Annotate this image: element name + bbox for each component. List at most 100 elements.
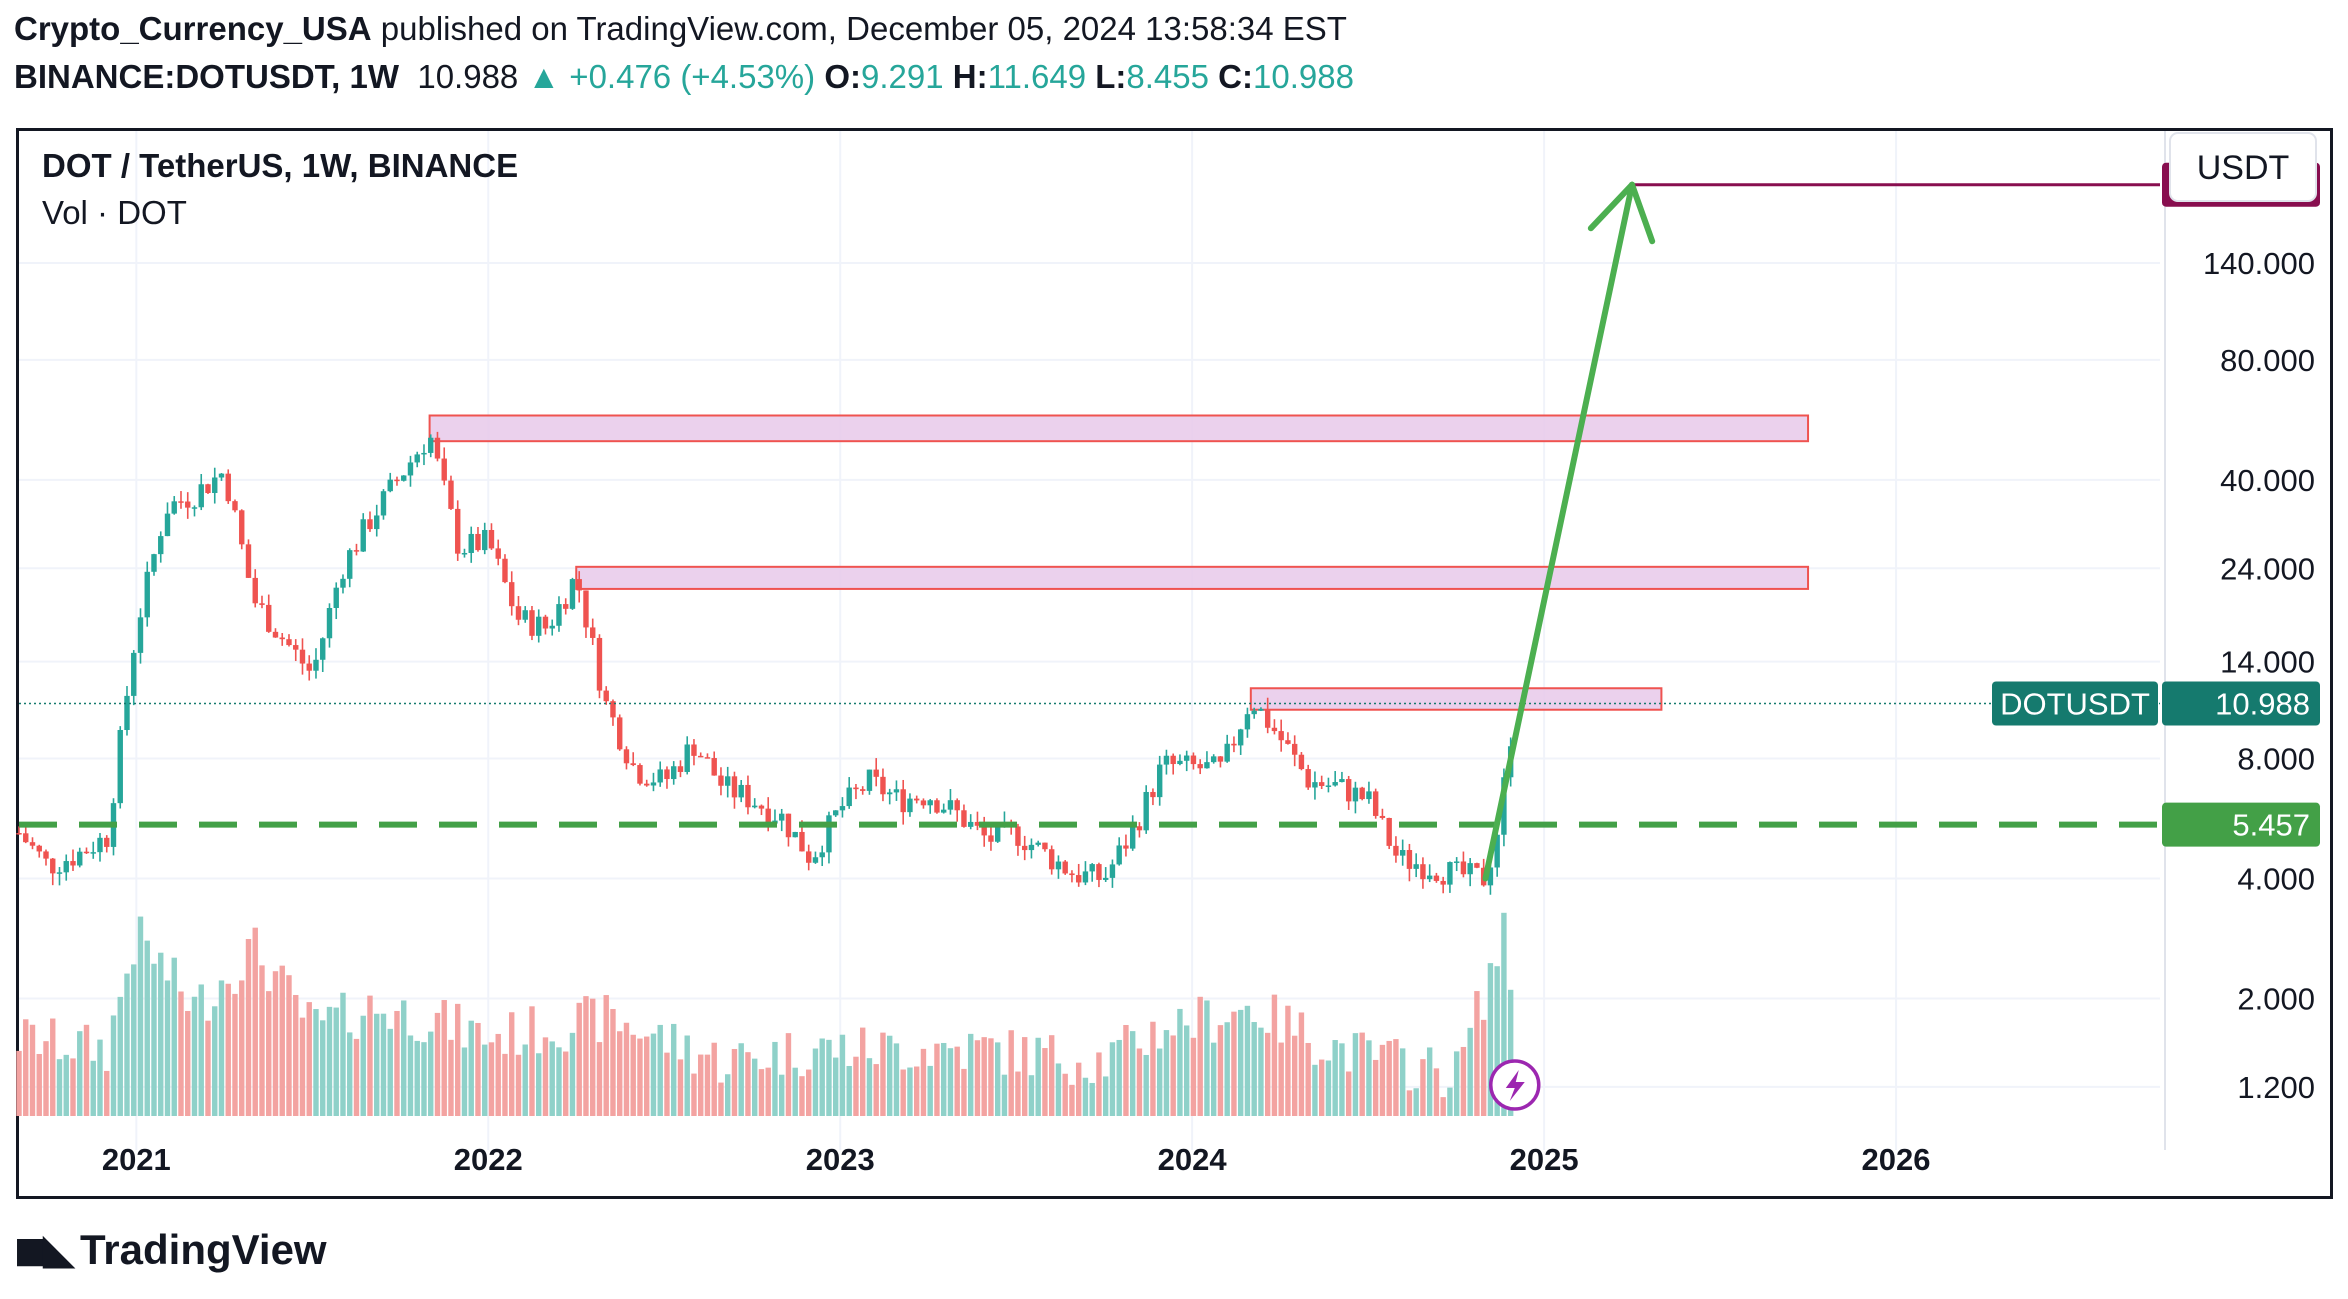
volume-bar <box>70 1058 76 1116</box>
candle-body <box>927 800 933 806</box>
projection-arrow-head <box>1587 181 1636 232</box>
volume-bar <box>137 916 144 1116</box>
grid-lines <box>19 131 2166 1150</box>
volume-bar <box>893 1043 900 1116</box>
candle-body <box>509 582 515 607</box>
volume-bar <box>536 1053 542 1116</box>
volume-bar <box>110 1015 117 1116</box>
candle-body <box>677 766 684 772</box>
candle-body <box>947 800 954 810</box>
candle-body <box>529 610 535 636</box>
candle-body <box>266 604 272 632</box>
volume-bar <box>1197 996 1203 1116</box>
volume-bar <box>266 991 272 1116</box>
volume-bar <box>1062 1073 1068 1116</box>
volume-bar <box>1440 1097 1446 1116</box>
volume-bar <box>1150 1021 1156 1116</box>
symbol-tag <box>1992 681 2158 726</box>
volume-bar <box>272 971 279 1116</box>
support-price-tag <box>2162 802 2320 847</box>
candle-body <box>1258 708 1264 711</box>
volume-bar <box>1021 1037 1028 1116</box>
volume-bar <box>1453 1051 1460 1116</box>
year-tick-label: 2023 <box>806 1142 875 1177</box>
volume-bar <box>1386 1040 1392 1116</box>
volume-bar <box>394 1010 400 1116</box>
candle-body <box>1460 861 1467 875</box>
candle-body <box>340 578 346 588</box>
candle-body <box>887 792 893 795</box>
volume-bar <box>1372 1059 1379 1116</box>
candle-body <box>1021 845 1028 851</box>
candle-body <box>731 776 738 798</box>
candle-body <box>1163 755 1170 765</box>
volume-bar <box>1507 989 1514 1116</box>
volume-bar <box>1028 1075 1035 1116</box>
volume-bar <box>218 980 225 1116</box>
candle-body <box>590 627 596 638</box>
candle-body <box>434 437 441 459</box>
volume-bar <box>698 1054 704 1116</box>
volume-bar <box>1008 1030 1014 1116</box>
volume-bar <box>752 1058 758 1116</box>
candle-body <box>1150 791 1156 798</box>
volume-bar <box>333 1007 339 1116</box>
candle-body <box>974 821 981 826</box>
tradingview-brand[interactable]: ◼◣ TradingView <box>14 1226 327 1274</box>
volume-bar <box>819 1038 825 1116</box>
open-value: 9.291 <box>860 58 944 95</box>
candle-body <box>1015 826 1021 846</box>
volume-bar <box>1433 1068 1440 1116</box>
open-label: O: <box>824 58 861 95</box>
volume-bar <box>745 1052 751 1116</box>
volume-bar <box>482 1044 488 1116</box>
volume-bar <box>171 957 177 1116</box>
candle-body <box>1170 755 1176 765</box>
volume-bar <box>434 1012 441 1116</box>
candle-body <box>97 837 103 853</box>
candle-body <box>961 810 967 827</box>
volume-bar <box>799 1076 805 1116</box>
candle-body <box>1123 845 1129 849</box>
candle-body <box>482 529 488 551</box>
volume-bar <box>1264 1032 1271 1116</box>
candle-body <box>799 831 805 852</box>
volume-bar <box>664 1052 670 1116</box>
volume-bar <box>502 1053 508 1116</box>
candle-body <box>36 845 42 852</box>
candle-body <box>1082 871 1089 883</box>
volume-bar <box>603 995 609 1116</box>
volume-bar <box>1298 1012 1305 1116</box>
candle-body <box>826 815 832 853</box>
price-tick-label: 2.000 <box>2237 981 2315 1016</box>
author-name[interactable]: Crypto_Currency_USA <box>14 10 372 47</box>
candle-body <box>333 587 339 608</box>
volume-bar <box>239 980 245 1116</box>
candle-body <box>1325 785 1332 787</box>
volume-bar <box>414 1040 420 1116</box>
volume-bar <box>549 1041 555 1116</box>
volume-bar <box>812 1048 819 1116</box>
candle-body <box>63 861 69 873</box>
candle-body <box>522 610 528 620</box>
candle-body <box>488 529 495 549</box>
candle-body <box>1129 826 1136 849</box>
volume-bar <box>880 1032 886 1116</box>
volume-bar <box>644 1036 650 1116</box>
volume-bar <box>259 965 265 1116</box>
candle-body <box>50 858 56 874</box>
volume-bar <box>1406 1090 1413 1116</box>
volume-bar <box>1480 1019 1487 1116</box>
year-tick-label: 2024 <box>1158 1142 1228 1177</box>
volume-bar <box>738 1043 744 1116</box>
candle-body <box>56 872 63 874</box>
volume-bar <box>441 1000 447 1116</box>
volume-bar <box>772 1041 778 1116</box>
volume-bar <box>529 1006 535 1116</box>
candle-body <box>542 616 549 629</box>
candle-body <box>1474 863 1480 868</box>
candle-body <box>461 552 468 555</box>
symbol-label: BINANCE:DOTUSDT, 1W <box>14 58 399 95</box>
currency-button-label[interactable]: USDT <box>2197 149 2290 187</box>
